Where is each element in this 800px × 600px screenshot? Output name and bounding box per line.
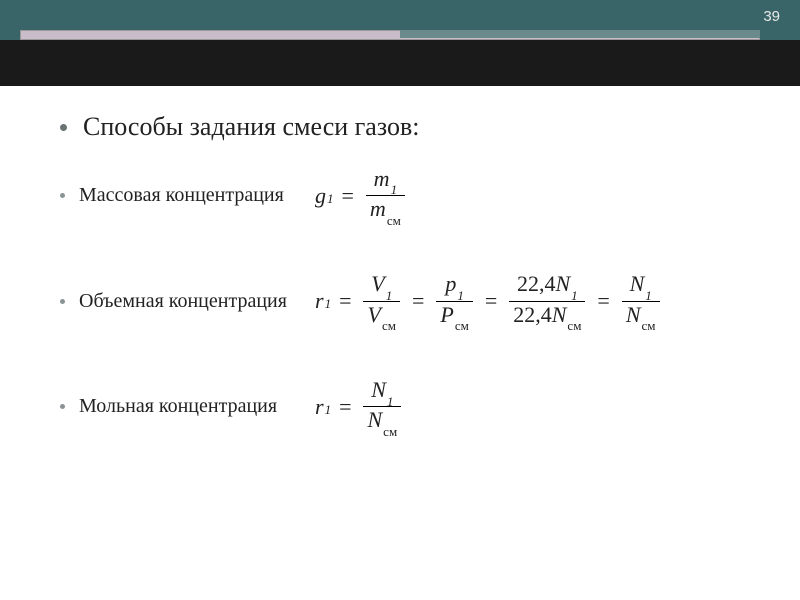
item-label-mass: Массовая концентрация <box>79 184 309 207</box>
bullet-icon <box>60 404 65 409</box>
banner-bottom-strip <box>0 40 800 86</box>
bullet-icon <box>60 124 67 131</box>
slide-content: Способы задания смеси газов: Массовая ко… <box>0 80 800 503</box>
list-item: Массовая концентрация g1=m1mсм <box>60 166 750 226</box>
bullet-icon <box>60 193 65 198</box>
banner-accent-bar-2 <box>400 30 760 38</box>
heading-row: Способы задания смеси газов: <box>60 110 750 144</box>
formula-mass: g1=m1mсм <box>315 166 409 226</box>
formula-molar: r1=N1Nсм <box>315 377 405 437</box>
item-label-molar: Мольная концентрация <box>79 395 309 418</box>
list-item: Мольная концентрация r1=N1Nсм <box>60 377 750 437</box>
formula-volume: r1=V1Vсм=p1Pсм=22,4N122,4Nсм=N1Nсм <box>315 271 664 331</box>
item-label-volume: Объемная концентрация <box>79 290 309 313</box>
bullet-icon <box>60 299 65 304</box>
slide-banner: 39 <box>0 0 800 80</box>
slide-heading: Способы задания смеси газов: <box>83 110 419 144</box>
page-number: 39 <box>763 8 780 25</box>
list-item: Объемная концентрация r1=V1Vсм=p1Pсм=22,… <box>60 271 750 331</box>
